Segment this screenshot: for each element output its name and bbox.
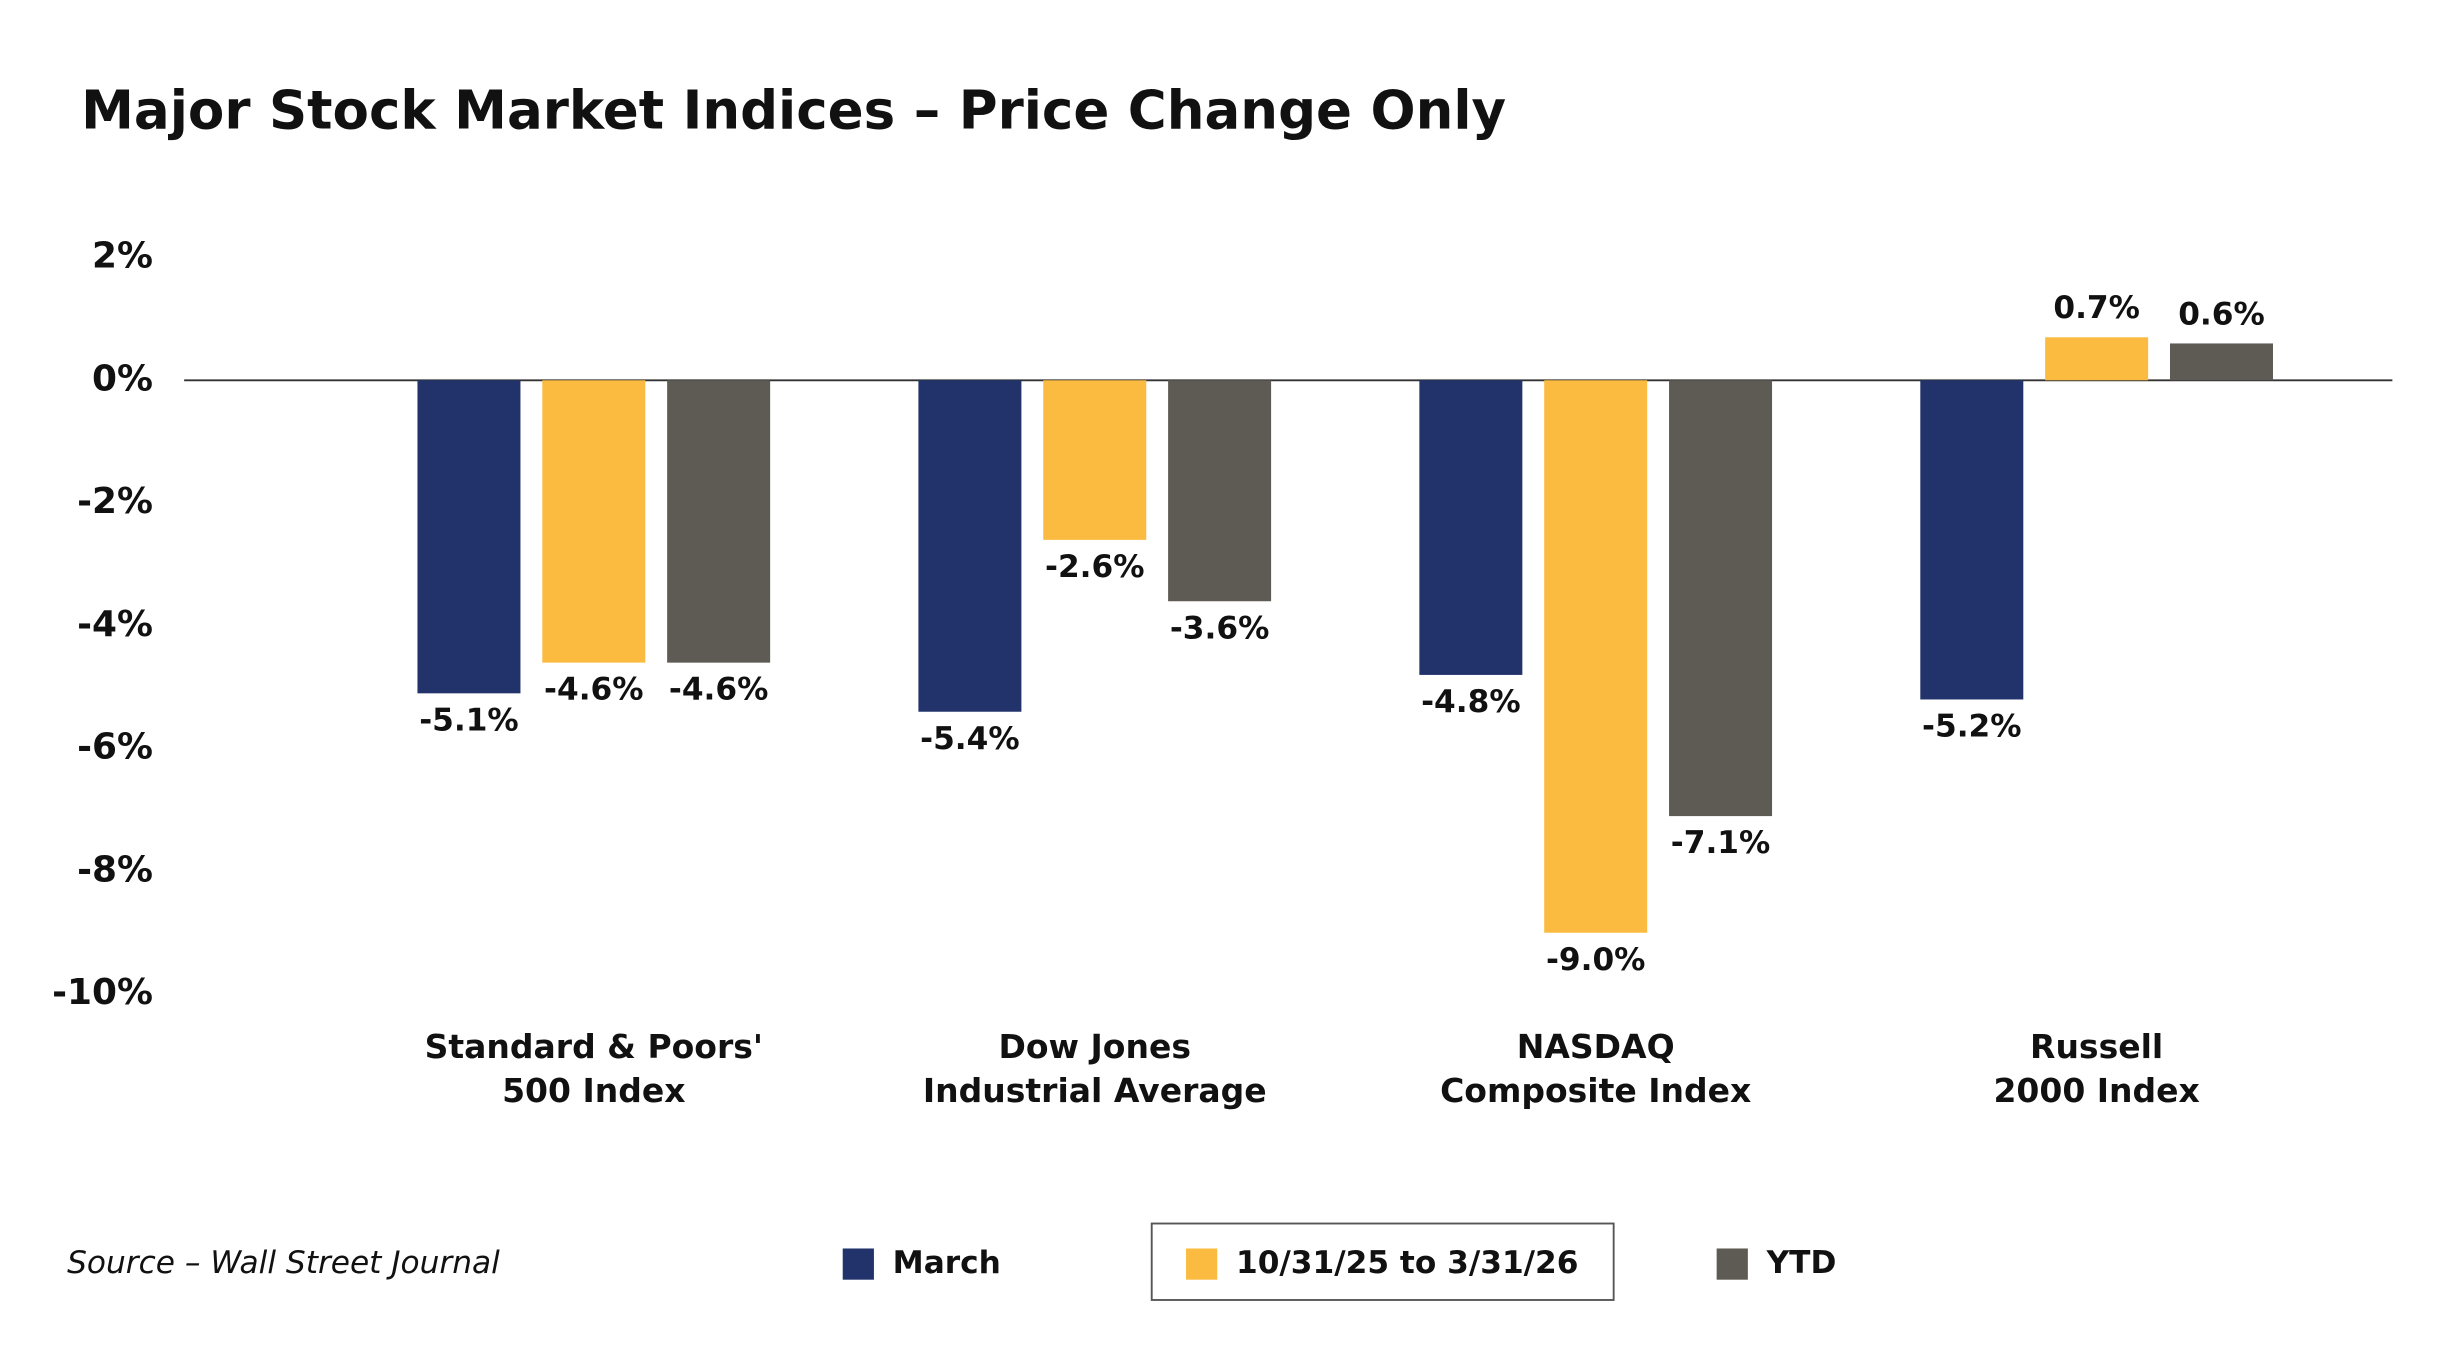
data-label: -9.0% bbox=[1546, 942, 1646, 978]
y-tick-label: 0% bbox=[92, 358, 153, 399]
x-tick-label: NASDAQ Composite Index bbox=[1440, 1027, 1752, 1111]
legend-swatch bbox=[1186, 1248, 1218, 1280]
legend-swatch bbox=[842, 1248, 874, 1280]
bar bbox=[918, 380, 1022, 712]
bar bbox=[542, 380, 646, 663]
bar bbox=[1920, 380, 2024, 700]
data-label: -5.2% bbox=[1922, 709, 2021, 745]
data-label: 0.7% bbox=[2053, 290, 2140, 326]
data-label: -4.8% bbox=[1421, 684, 1521, 720]
data-label: -4.6% bbox=[544, 672, 644, 708]
y-tick-label: -8% bbox=[77, 849, 153, 890]
data-label: -7.1% bbox=[1671, 825, 1770, 861]
data-label: -5.1% bbox=[419, 702, 519, 738]
data-label: -3.6% bbox=[1170, 610, 1270, 646]
x-tick-label: Standard & Poors' 500 Index bbox=[424, 1027, 763, 1111]
data-label: 0.6% bbox=[2178, 296, 2265, 332]
bar bbox=[667, 380, 771, 663]
legend-selected-box bbox=[1150, 1222, 1615, 1301]
y-tick-label: 2% bbox=[92, 236, 153, 277]
y-tick-label: -4% bbox=[77, 604, 153, 645]
legend-label: 10/31/25 to 3/31/26 bbox=[1236, 1245, 1579, 1281]
bar bbox=[1168, 380, 1272, 602]
source: Source – Wall Street Journal bbox=[67, 1245, 500, 1281]
legend-swatch bbox=[1716, 1248, 1748, 1280]
bar bbox=[1419, 380, 1523, 675]
data-label: -4.6% bbox=[669, 672, 769, 708]
bar bbox=[1043, 380, 1147, 540]
data-label: -5.4% bbox=[920, 721, 1019, 757]
data-label: -2.6% bbox=[1045, 549, 1145, 585]
y-tick-label: -6% bbox=[77, 727, 153, 768]
legend-label: March bbox=[893, 1245, 1001, 1281]
bar bbox=[417, 380, 521, 694]
x-tick-label: Russell 2000 Index bbox=[1993, 1027, 2200, 1111]
x-tick-label: Dow Jones Industrial Average bbox=[922, 1027, 1267, 1111]
bar bbox=[2045, 337, 2149, 381]
bar bbox=[2169, 343, 2273, 381]
y-tick-label: -2% bbox=[77, 481, 153, 522]
y-tick-label: -10% bbox=[52, 972, 153, 1013]
bar bbox=[1669, 380, 1773, 817]
legend-label: YTD bbox=[1766, 1245, 1837, 1281]
bar bbox=[1544, 380, 1648, 933]
chart-title: Major Stock Market Indices – Price Chang… bbox=[81, 80, 1506, 142]
